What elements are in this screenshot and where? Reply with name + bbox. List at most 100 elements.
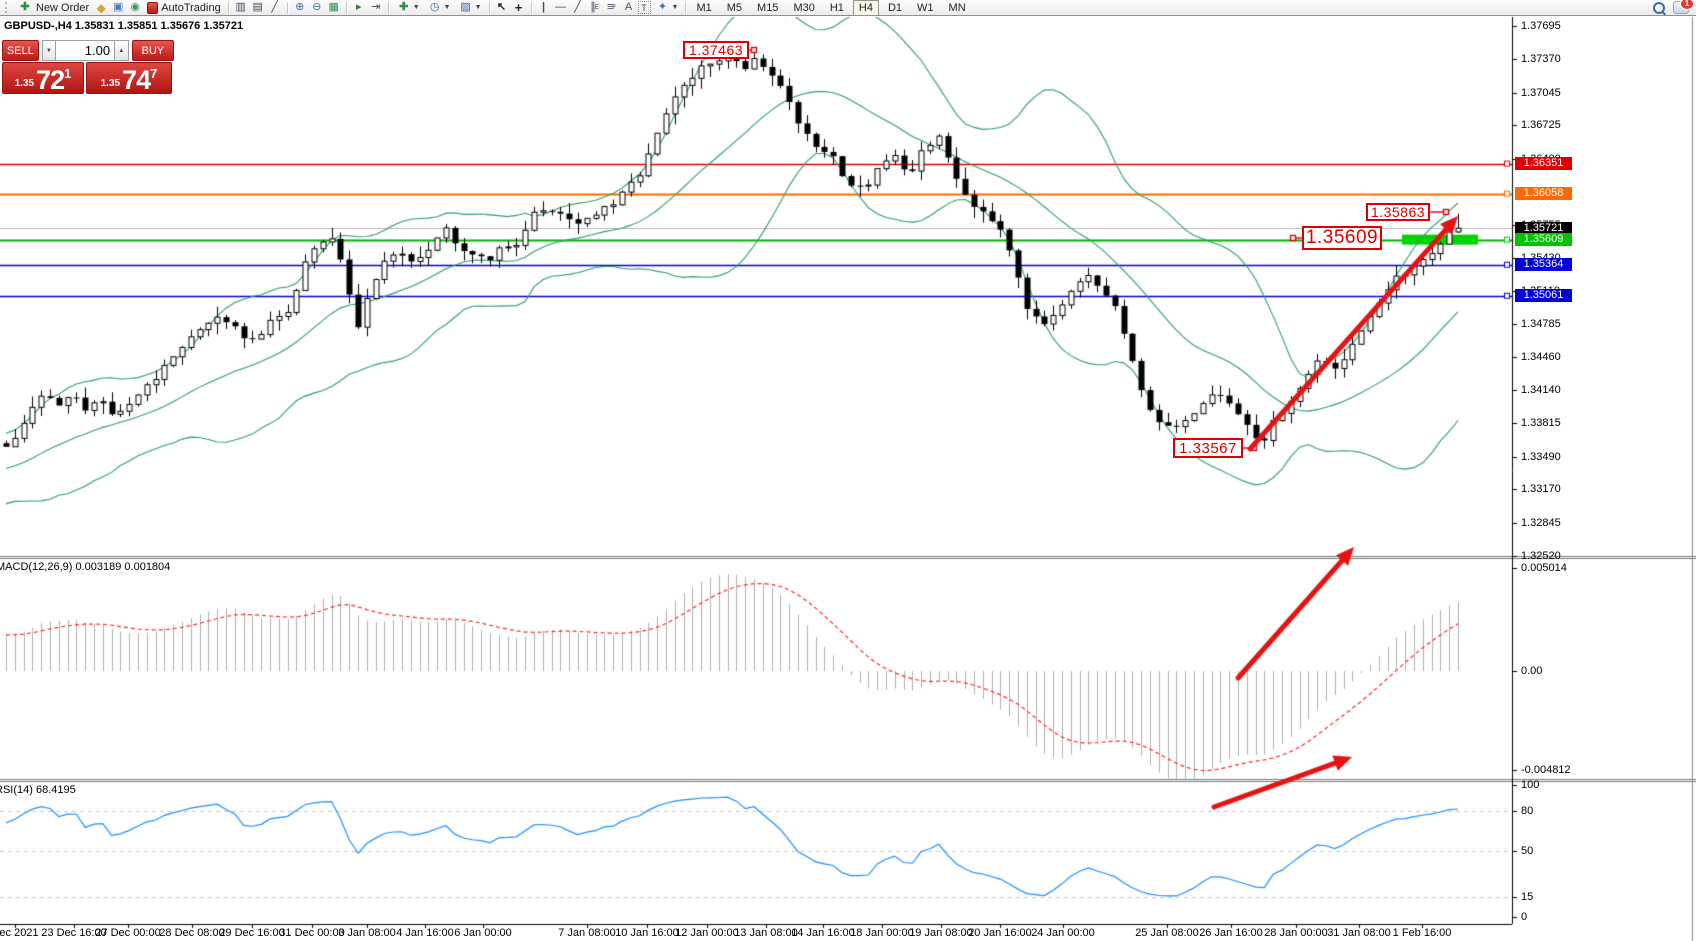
volume-decrease-button[interactable]: ▼: [41, 40, 57, 61]
vertical-line-icon[interactable]: |: [541, 1, 546, 13]
price-axis-tick: 1.37695: [1521, 20, 1561, 32]
trendline-icon[interactable]: ╱: [574, 1, 581, 13]
timeframe-m30[interactable]: M30: [793, 1, 815, 14]
crosshair-icon[interactable]: +: [514, 0, 523, 15]
indicators-button[interactable]: ✚ ▼: [393, 0, 423, 15]
price-level-label: 1.35061: [1515, 289, 1572, 303]
price-axis-tick: 1.33490: [1521, 450, 1561, 463]
price-axis-tick: 1.33170: [1521, 483, 1561, 496]
main-toolbar: ✚ New Order ◆ ▣ ◉ AutoTrading ▥ ▤ ╱ ⊕ ⊖ …: [0, 0, 1696, 16]
autotrading-button[interactable]: AutoTrading: [144, 0, 224, 15]
timeframe-m15[interactable]: M15: [757, 1, 779, 14]
fibonacci-icon[interactable]: ≡ F: [606, 1, 617, 13]
rsi-axis-tick: 100: [1521, 778, 1540, 791]
time-axis-label: 3 Jan 08:00: [338, 927, 396, 939]
price-axis-tick: 1.34140: [1521, 384, 1561, 397]
time-axis-label: 13 Jan 08:00: [734, 927, 798, 939]
deposit-icon[interactable]: ◆: [96, 0, 106, 15]
search-icon[interactable]: [1653, 1, 1665, 14]
timeframe-mn[interactable]: MN: [948, 1, 966, 14]
time-axis-label: 24 Jan 00:00: [1031, 927, 1095, 939]
timeframe-m5[interactable]: M5: [726, 1, 743, 14]
line-chart-icon[interactable]: ╱: [271, 1, 279, 13]
time-axis-label: 4 Jan 16:00: [396, 927, 454, 939]
arrows-tool-button[interactable]: ✦ ▼: [652, 0, 682, 15]
macd-axis-tick: -0.004812: [1521, 763, 1571, 776]
timeframe-d1[interactable]: D1: [887, 1, 903, 14]
buy-price[interactable]: 1.35 74 7: [86, 62, 172, 94]
candlestick-chart-icon[interactable]: ▤: [252, 1, 263, 13]
buy-button[interactable]: BUY: [131, 40, 174, 61]
zoom-in-icon[interactable]: ⊕: [295, 1, 305, 13]
new-order-button[interactable]: ✚ New Order: [14, 0, 92, 15]
buy-price-small: 1.35: [100, 78, 121, 89]
toolbar-separator: [530, 1, 532, 14]
time-axis-label: 14 Jan 16:00: [791, 927, 855, 939]
time-axis-label: 23 Dec 16:00: [41, 927, 107, 939]
chevron-down-icon: ▼: [474, 4, 482, 11]
price-annotation[interactable]: 1.35609: [1302, 226, 1382, 250]
sell-button[interactable]: SELL: [2, 40, 39, 61]
macd-axis-tick: 0.005014: [1521, 562, 1567, 575]
price-annotation[interactable]: 1.35863: [1366, 203, 1430, 221]
time-axis-label: 20 Jan 16:00: [968, 927, 1032, 939]
timeframe-h4[interactable]: H4: [852, 0, 879, 16]
toolbar-right-group: 1: [1653, 0, 1694, 14]
cursor-icon[interactable]: ↖: [496, 1, 507, 13]
time-axis-label: 19 Jan 08:00: [909, 927, 973, 939]
time-axis-label: 1 Feb 16:00: [1392, 927, 1452, 939]
notification-badge: 1: [1680, 0, 1694, 10]
chart-shift-icon[interactable]: ⇥: [371, 1, 381, 13]
templates-button[interactable]: ▧ ▼: [455, 0, 485, 15]
price-axis-tick: 1.34785: [1521, 318, 1561, 331]
toolbar-separator: [685, 1, 687, 14]
macd-axis-tick: 0.00: [1521, 665, 1543, 677]
tile-windows-icon[interactable]: ▦: [328, 1, 339, 13]
volume-increase-button[interactable]: ▲: [114, 40, 129, 61]
indicators-icon: ✚: [399, 1, 409, 13]
toolbar-separator: [227, 1, 229, 14]
template-icon: ▧: [460, 1, 471, 13]
text-label-icon[interactable]: T: [637, 1, 651, 14]
equidistant-channel-icon[interactable]: ∥ E: [590, 1, 599, 13]
timeframe-h1[interactable]: H1: [829, 1, 844, 14]
toolbar-separator: [286, 1, 288, 14]
bar-chart-icon[interactable]: ▥: [235, 1, 246, 13]
timeframe-w1[interactable]: W1: [917, 1, 934, 14]
time-axis-label: 31 Jan 08:00: [1327, 927, 1391, 939]
volume-input[interactable]: [56, 40, 115, 61]
time-axis-label: 7 Jan 08:00: [558, 927, 616, 939]
new-order-label: New Order: [36, 1, 90, 14]
sell-price[interactable]: 1.35 72 1: [2, 62, 84, 94]
accounts-icon[interactable]: ▣: [112, 1, 124, 13]
auto-scroll-icon[interactable]: ▸: [355, 1, 362, 13]
text-icon[interactable]: A: [624, 1, 633, 13]
price-level-label: 1.35609: [1515, 233, 1572, 247]
time-axis-label: 27 Dec 00:00: [95, 927, 161, 939]
notifications-icon[interactable]: 1: [1673, 0, 1694, 14]
timeframe-m1[interactable]: M1: [696, 1, 712, 14]
time-axis-label: 28 Jan 00:00: [1264, 927, 1328, 939]
zoom-out-icon[interactable]: ⊖: [312, 1, 322, 13]
price-axis-tick: 1.33815: [1521, 417, 1561, 430]
buy-price-sup: 7: [150, 66, 158, 81]
price-level-label: 1.35364: [1515, 258, 1572, 272]
price-axis-tick: 1.32845: [1521, 516, 1561, 529]
horizontal-line-icon[interactable]: —: [555, 1, 567, 13]
chevron-down-icon: ▼: [671, 4, 679, 11]
new-order-icon: ✚: [20, 1, 30, 13]
signal-icon[interactable]: ◉: [130, 1, 140, 13]
rsi-axis-tick: 50: [1521, 845, 1534, 857]
price-annotation[interactable]: 1.37463: [683, 41, 749, 59]
autotrading-icon: [147, 1, 159, 14]
periods-button[interactable]: ◷ ▼: [424, 0, 454, 15]
time-axis-label: 26 Jan 16:00: [1199, 927, 1263, 939]
price-annotation[interactable]: 1.33567: [1173, 438, 1243, 458]
sell-price-big: 72: [36, 65, 65, 95]
rsi-axis-tick: 0: [1521, 911, 1528, 924]
arrows-tool-icon: ✦: [657, 1, 668, 13]
chevron-down-icon: ▼: [443, 4, 451, 11]
toolbar-separator: [488, 1, 490, 14]
